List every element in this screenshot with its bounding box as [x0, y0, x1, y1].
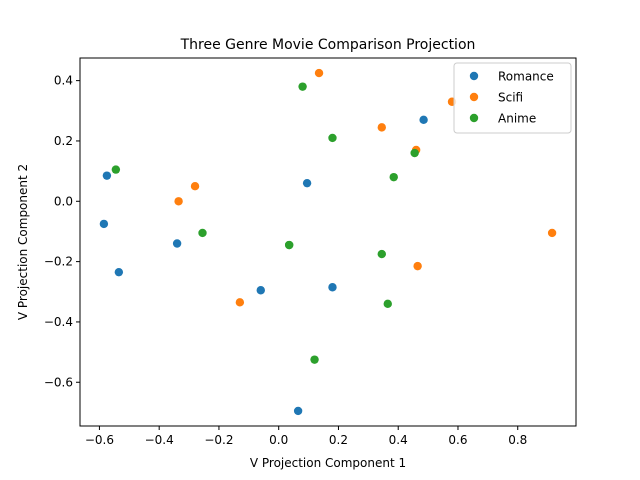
y-axis-ticks: −0.6 −0.4 −0.2 0.0 0.2 0.4 [44, 74, 80, 389]
y-tick-label: −0.2 [44, 255, 73, 269]
point-romance-6 [328, 283, 337, 292]
point-romance-2 [172, 239, 182, 248]
legend-marker-anime [469, 113, 479, 123]
plot-frame [79, 57, 577, 427]
point-anime-4 [298, 82, 307, 91]
point-romance-8 [419, 115, 428, 125]
x-tick-label: 0.8 [508, 433, 527, 447]
point-scifi-8 [547, 228, 557, 238]
point-romance-3 [114, 267, 124, 277]
point-anime-9 [383, 299, 392, 309]
legend: Romance Scifi Anime [453, 62, 572, 134]
legend-label-anime: Anime [498, 112, 536, 126]
x-axis-label: V Projection Component 1 [250, 456, 406, 470]
point-romance-0 [102, 171, 112, 180]
point-anime-3 [284, 240, 294, 250]
legend-box [453, 62, 572, 134]
point-scifi-1 [174, 197, 183, 206]
legend-marker-scifi [469, 92, 479, 102]
x-tick-label: −0.2 [204, 433, 233, 447]
point-anime-8 [377, 249, 386, 259]
x-tick-label: 0.0 [269, 433, 288, 447]
point-romance-7 [293, 406, 303, 416]
x-tick-label: −0.4 [145, 433, 174, 447]
x-tick-label: −0.6 [85, 433, 114, 447]
y-tick-label: 0.0 [54, 194, 73, 208]
point-anime-7 [410, 148, 419, 158]
point-romance-1 [99, 219, 109, 229]
x-tick-label: 0.2 [329, 433, 348, 447]
point-anime-6 [389, 172, 398, 182]
point-romance-4 [256, 286, 265, 295]
y-tick-label: 0.2 [54, 134, 73, 148]
point-anime-1 [198, 228, 207, 238]
chart-title: Three Genre Movie Comparison Projection [180, 37, 476, 53]
point-scifi-0 [190, 181, 200, 191]
point-scifi-4 [377, 123, 386, 132]
data-points [99, 68, 557, 416]
legend-label-scifi: Scifi [498, 91, 523, 105]
point-scifi-6 [413, 261, 422, 271]
point-romance-5 [302, 178, 312, 188]
point-scifi-2 [235, 298, 245, 307]
y-tick-label: 0.4 [54, 74, 73, 88]
x-axis-ticks: −0.6 −0.4 −0.2 0.0 0.2 0.4 0.6 0.8 [85, 426, 527, 447]
point-anime-10 [310, 355, 319, 364]
x-tick-label: 0.4 [389, 433, 408, 447]
legend-label-romance: Romance [498, 70, 554, 84]
y-tick-label: −0.4 [44, 315, 73, 329]
x-tick-label: 0.6 [448, 433, 467, 447]
point-anime-5 [328, 133, 337, 143]
point-anime-0 [111, 165, 121, 174]
y-tick-label: −0.6 [44, 375, 73, 389]
legend-marker-romance [469, 71, 479, 81]
point-scifi-3 [314, 68, 324, 78]
y-axis-label: V Projection Component 2 [16, 164, 30, 320]
